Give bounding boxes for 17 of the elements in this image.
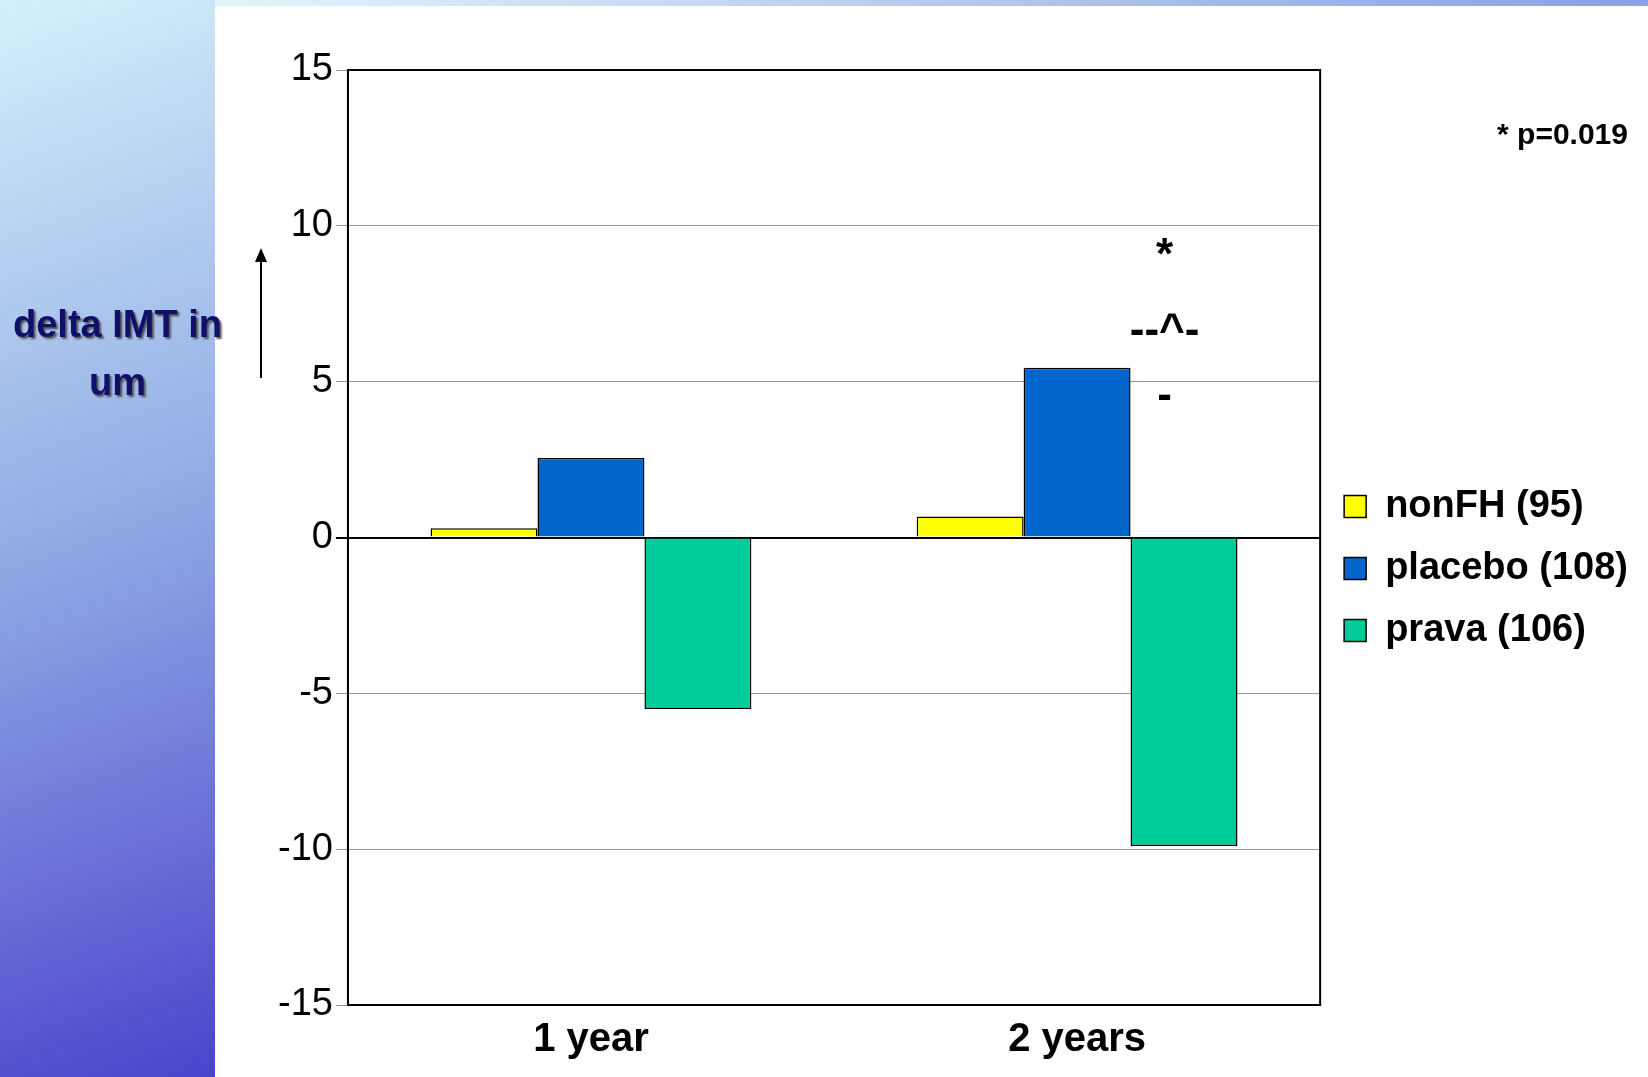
legend-label: placebo (108) xyxy=(1385,544,1629,587)
y-tick-label: 0 xyxy=(311,513,333,556)
text: * p=0.019 xyxy=(1497,116,1628,150)
y-tick-label: -15 xyxy=(278,981,333,1024)
y-axis-title: delta IMT in um xyxy=(12,302,223,405)
annotation: * xyxy=(1156,229,1175,279)
y-tick-label: 15 xyxy=(290,46,333,89)
x-tick-label: 2 years xyxy=(1008,1015,1147,1060)
y-tick-label: -5 xyxy=(299,669,333,712)
x-tick-label: 1 year xyxy=(533,1015,649,1060)
legend-label: prava (106) xyxy=(1385,606,1586,649)
legend-label: nonFH (95) xyxy=(1385,482,1584,525)
y-tick-label: 5 xyxy=(311,358,333,401)
y-tick-label: 10 xyxy=(290,202,333,245)
annotation: --^- xyxy=(1129,303,1200,353)
y-tick-label: -10 xyxy=(278,825,333,868)
annotation: - xyxy=(1157,369,1172,419)
